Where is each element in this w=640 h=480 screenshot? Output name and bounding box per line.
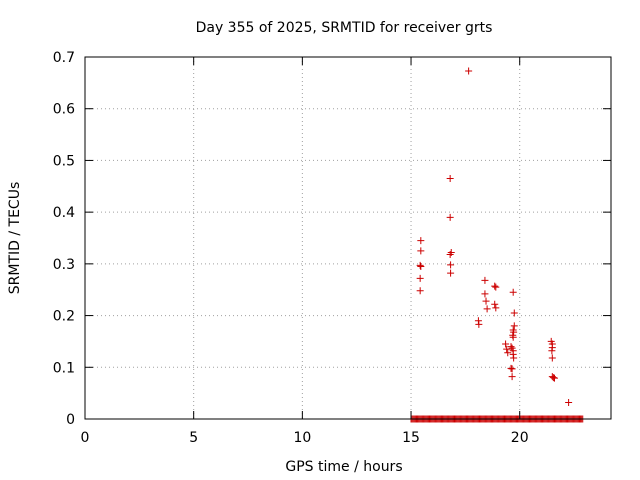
y-tick-label: 0.7: [53, 50, 75, 66]
y-tick-label: 0.6: [53, 102, 75, 118]
x-axis-label: GPS time / hours: [285, 459, 402, 475]
x-tick-label: 5: [189, 430, 198, 446]
data-point: [446, 251, 454, 259]
data-point: [447, 269, 455, 277]
data-point: [508, 365, 516, 373]
data-point: [509, 288, 517, 296]
y-ticks: 0 0.1 0.2 0.3 0.4 0.5 0.6 0.7: [53, 50, 611, 428]
plot-frame: [84, 56, 612, 420]
data-point: [481, 276, 489, 284]
data-point: [492, 304, 500, 312]
data-point: [550, 374, 558, 382]
data-point: [417, 262, 425, 270]
x-tick-label: 20: [511, 430, 529, 446]
data-point: [446, 175, 454, 183]
data-point: [482, 297, 490, 305]
x-tick-label: 15: [402, 430, 420, 446]
data-point: [491, 300, 499, 308]
chart-title: Day 355 of 2025, SRMTID for receiver grt…: [196, 20, 493, 36]
grid-lines: [85, 57, 611, 419]
data-point: [465, 67, 473, 75]
data-point: [510, 354, 518, 362]
y-tick-label: 0: [66, 412, 75, 428]
data-point: [548, 354, 556, 362]
data-point: [447, 261, 455, 269]
y-axis-label: SRMTID / TECUs: [7, 182, 23, 295]
y-tick-label: 0.3: [53, 257, 75, 273]
data-point: [548, 347, 556, 355]
data-point: [481, 290, 489, 298]
data-point: [416, 287, 424, 295]
data-point: [483, 305, 491, 313]
y-tick-label: 0.4: [53, 205, 75, 221]
data-point: [509, 333, 517, 341]
y-tick-label: 0.5: [53, 153, 75, 169]
data-point: [475, 320, 483, 328]
data-point: [565, 398, 573, 406]
y-tick-label: 0.1: [53, 360, 75, 376]
data-point: [507, 364, 515, 372]
data-point: [446, 213, 454, 221]
data-point: [510, 309, 518, 317]
data-point: [416, 274, 424, 282]
data-points: [407, 67, 587, 423]
data-point: [502, 340, 510, 348]
data-point: [508, 373, 516, 381]
data-point: [416, 261, 424, 269]
data-point: [504, 349, 512, 357]
data-point: [503, 345, 511, 353]
data-point: [507, 343, 515, 351]
x-tick-label: 10: [293, 430, 311, 446]
y-tick-label: 0.2: [53, 309, 75, 325]
data-point: [417, 247, 425, 255]
x-ticks: 0 5 10 15 20: [81, 57, 529, 446]
data-point: [491, 282, 499, 290]
data-point: [549, 374, 557, 382]
data-point: [510, 322, 518, 330]
data-point: [417, 237, 425, 245]
x-tick-label: 0: [81, 430, 90, 446]
data-point: [492, 283, 500, 291]
